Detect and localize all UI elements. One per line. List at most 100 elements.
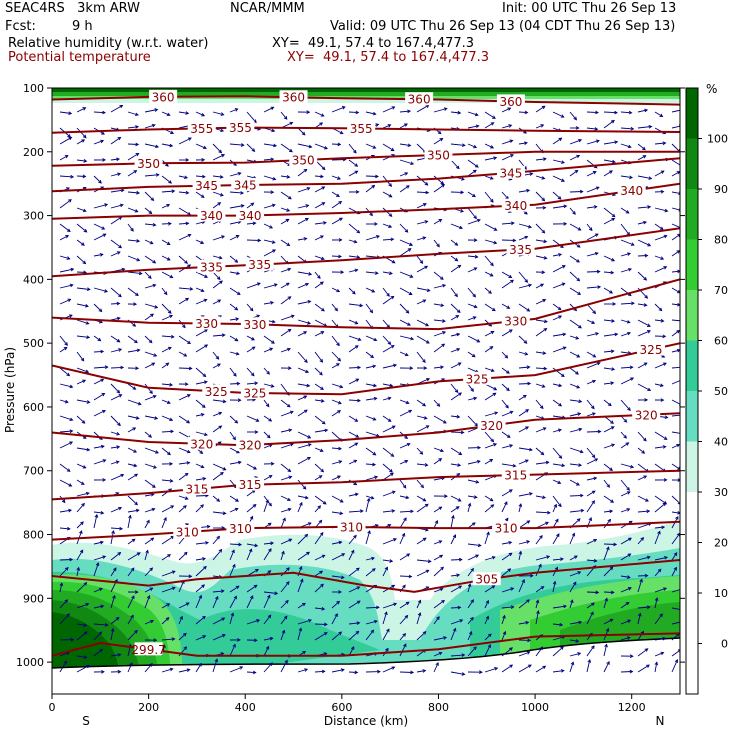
x-tick-label: 200 [138, 701, 159, 714]
wind-arrow [552, 415, 565, 419]
wind-arrowhead [630, 242, 635, 246]
wind-arrowhead [201, 404, 206, 409]
wind-arrow [161, 111, 170, 116]
wind-arrowhead [338, 631, 343, 636]
wind-arrowhead [306, 383, 311, 388]
wind-arrowhead [410, 161, 415, 166]
wind-arrowhead [509, 410, 514, 415]
wind-arrow [637, 271, 647, 281]
wind-arrowhead [644, 295, 649, 299]
wind-arrowhead [63, 346, 68, 351]
wind-arrow [59, 111, 72, 114]
wind-arrowhead [320, 468, 325, 473]
wind-arrow [433, 477, 445, 481]
wind-arrowhead [265, 499, 269, 504]
wind-arrowhead [323, 221, 327, 225]
wind-arrowhead [595, 139, 600, 144]
wind-arrow [637, 221, 647, 225]
wind-arrow [365, 498, 370, 513]
wind-arrowhead [354, 418, 359, 422]
wind-arrow [297, 443, 312, 449]
wind-arrowhead [318, 475, 323, 479]
wind-arrow [348, 111, 359, 114]
wind-arrowhead [663, 362, 667, 366]
wind-arrowhead [338, 200, 343, 205]
wind-arrowhead [184, 472, 189, 477]
wind-arrow [637, 475, 647, 481]
wind-arrow [127, 287, 139, 296]
wind-arrow [178, 633, 187, 641]
wind-arrow [331, 201, 342, 209]
wind-arrowhead [64, 155, 69, 159]
wind-arrowhead [338, 254, 342, 259]
wind-arrow [450, 287, 458, 297]
wind-arrowhead [67, 298, 72, 302]
wind-arrow [637, 206, 651, 209]
wind-arrowhead [198, 662, 202, 667]
wind-arrowhead [426, 288, 431, 293]
wind-arrowhead [354, 670, 359, 675]
wind-arrow [569, 351, 580, 358]
theta-label: 355 [229, 121, 252, 135]
wind-arrow [263, 500, 269, 513]
wind-arrow [620, 491, 631, 497]
wind-arrow [382, 559, 393, 562]
wind-arrowhead [83, 655, 88, 659]
wind-arrowhead [83, 631, 88, 635]
wind-arrow [654, 111, 663, 117]
wind-arrowhead [338, 446, 342, 451]
theta-label-bg [197, 259, 226, 273]
wind-arrow [280, 111, 288, 120]
wind-arrow [620, 127, 634, 130]
wind-arrowhead [120, 365, 125, 370]
wind-arrowhead [628, 267, 633, 272]
wind-arrow [76, 415, 86, 424]
wind-arrow [501, 631, 506, 641]
wind-arrowhead [218, 425, 223, 429]
wind-arrow [246, 382, 258, 385]
wind-arrow [195, 463, 204, 468]
wind-arrowhead [542, 299, 547, 303]
wind-arrow [144, 362, 155, 369]
colorbar-label: 40 [714, 436, 728, 449]
wind-arrowhead [163, 291, 168, 296]
wind-arrow [314, 447, 324, 452]
wind-arrowhead [493, 386, 498, 391]
wind-arrow [76, 582, 87, 593]
wind-arrow [467, 267, 477, 273]
wind-arrowhead [543, 327, 548, 332]
wind-arrow [246, 543, 258, 547]
wind-arrowhead [100, 349, 105, 354]
wind-arrowhead [334, 613, 338, 617]
wind-arrow [297, 619, 312, 625]
wind-arrowhead [607, 402, 612, 407]
wind-arrowhead [339, 384, 344, 389]
wind-arrowhead [219, 192, 224, 197]
wind-arrowhead [256, 282, 261, 286]
rh-top-30 [52, 99, 680, 103]
wind-arrow [552, 447, 562, 459]
wind-arrow [382, 510, 395, 513]
wind-arrowhead [336, 342, 340, 347]
wind-arrow [603, 426, 615, 433]
wind-arrow [314, 271, 321, 279]
wind-arrowhead [680, 366, 683, 369]
wind-arrow [161, 617, 170, 625]
wind-arrowhead [100, 378, 105, 383]
wind-arrow [127, 567, 135, 577]
wind-arrowhead [422, 299, 427, 303]
wind-arrowhead [490, 331, 495, 335]
wind-arrowhead [353, 534, 357, 539]
wind-arrow [382, 106, 395, 113]
wind-arrowhead [136, 239, 141, 243]
wind-arrowhead [356, 621, 361, 625]
wind-arrowhead [357, 398, 361, 403]
wind-arrow [535, 610, 539, 625]
wind-arrow [586, 223, 593, 231]
wind-arrowhead [490, 504, 495, 508]
wind-arrowhead [285, 282, 290, 287]
wind-arrowhead [627, 331, 631, 336]
wind-arrowhead [625, 601, 630, 606]
wind-arrowhead [82, 260, 87, 265]
wind-arrow [535, 158, 546, 161]
